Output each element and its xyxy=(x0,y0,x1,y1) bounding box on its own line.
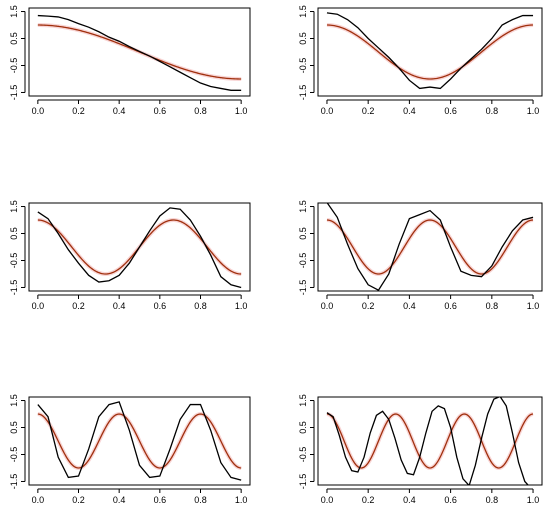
estimated-curve xyxy=(326,397,529,485)
x-tick-label: 0.0 xyxy=(321,106,334,116)
y-tick-label: -1.5 xyxy=(9,474,19,490)
estimated-curve xyxy=(37,401,242,481)
y-tick-label: 0.5 xyxy=(9,32,19,45)
x-tick-label: 0.4 xyxy=(113,495,126,505)
y-tick-label: 1.5 xyxy=(9,394,19,407)
x-tick-label: 0.6 xyxy=(444,301,457,311)
x-tick-label: 0.6 xyxy=(154,495,167,505)
plot-area xyxy=(326,12,534,90)
plot-frame xyxy=(28,396,251,486)
y-tick-label: -0.5 xyxy=(298,447,308,463)
y-tick-label: 1.5 xyxy=(298,5,308,18)
x-tick-label: 0.8 xyxy=(486,301,499,311)
panel-6: 0.0 0.2 0.4 0.6 0.8 1.0 -1.5 -0.5 0.5 1.5 xyxy=(298,394,543,505)
plot-frame xyxy=(317,7,543,97)
reference-curve xyxy=(326,219,534,275)
plot-area xyxy=(326,203,534,291)
plot-area xyxy=(37,207,242,289)
y-tick-label: 1.5 xyxy=(9,5,19,18)
plot-frame xyxy=(28,202,251,292)
y-tick-label: -1.5 xyxy=(9,85,19,101)
x-tick-label: 0.8 xyxy=(194,106,207,116)
x-tick-label: 1.0 xyxy=(527,495,540,505)
panel-3: 0.0 0.2 0.4 0.6 0.8 1.0 -1.5 -0.5 0.5 1.5 xyxy=(9,200,251,311)
x-tick-label: 0.2 xyxy=(362,106,375,116)
y-tick-label: 0.5 xyxy=(298,227,308,240)
reference-curve xyxy=(37,413,242,469)
plot-frame xyxy=(28,7,251,97)
panel-4: 0.0 0.2 0.4 0.6 0.8 1.0 -1.5 -0.5 0.5 1.5 xyxy=(298,200,543,311)
x-tick-label: 1.0 xyxy=(235,301,248,311)
x-tick-label: 0.4 xyxy=(403,495,416,505)
reference-curve xyxy=(326,24,534,80)
y-tick-label: -0.5 xyxy=(298,58,308,74)
y-tick-label: 1.5 xyxy=(298,200,308,213)
x-tick-label: 0.4 xyxy=(113,106,126,116)
reference-curve-halo xyxy=(326,23,534,81)
panel-2: 0.0 0.2 0.4 0.6 0.8 1.0 -1.5 -0.5 0.5 1.5 xyxy=(298,5,543,116)
y-tick-label: 1.5 xyxy=(298,394,308,407)
x-tick-label: 0.2 xyxy=(72,301,85,311)
x-tick-label: 0.8 xyxy=(486,495,499,505)
plot-area xyxy=(37,14,242,91)
x-tick-label: 0.8 xyxy=(194,301,207,311)
estimated-curve xyxy=(326,12,534,90)
x-tick-label: 1.0 xyxy=(235,106,248,116)
y-tick-label: 0.5 xyxy=(298,421,308,434)
x-tick-label: 0.0 xyxy=(32,301,45,311)
x-tick-label: 1.0 xyxy=(527,301,540,311)
x-tick-label: 0.4 xyxy=(403,301,416,311)
x-tick-label: 0.6 xyxy=(444,106,457,116)
x-tick-label: 0.2 xyxy=(72,106,85,116)
reference-curve xyxy=(326,413,534,469)
plot-frame xyxy=(317,396,543,486)
y-tick-label: 0.5 xyxy=(9,227,19,240)
plot-area xyxy=(326,397,534,485)
x-tick-label: 0.8 xyxy=(194,495,207,505)
estimated-curve xyxy=(37,14,242,91)
x-tick-label: 0.0 xyxy=(321,301,334,311)
x-tick-label: 0.6 xyxy=(154,106,167,116)
x-tick-label: 0.0 xyxy=(321,495,334,505)
x-tick-label: 0.4 xyxy=(113,301,126,311)
reference-curve-halo xyxy=(326,412,534,471)
y-tick-label: -0.5 xyxy=(298,253,308,269)
x-tick-label: 0.8 xyxy=(486,106,499,116)
estimated-curve xyxy=(326,203,534,291)
x-tick-label: 0.0 xyxy=(32,495,45,505)
y-tick-label: -1.5 xyxy=(9,280,19,296)
y-tick-label: -1.5 xyxy=(298,280,308,296)
y-tick-label: -0.5 xyxy=(9,58,19,74)
y-tick-label: 0.5 xyxy=(9,421,19,434)
y-tick-label: -0.5 xyxy=(9,447,19,463)
plot-frame xyxy=(317,202,543,292)
x-tick-label: 0.2 xyxy=(72,495,85,505)
estimated-curve xyxy=(37,207,242,289)
x-tick-label: 1.0 xyxy=(527,106,540,116)
x-tick-label: 0.6 xyxy=(444,495,457,505)
y-tick-label: 1.5 xyxy=(9,200,19,213)
panel-1: 0.0 0.2 0.4 0.6 0.8 1.0 -1.5 -0.5 0.5 1.5 xyxy=(9,5,251,116)
x-tick-label: 0.6 xyxy=(154,301,167,311)
x-tick-label: 0.2 xyxy=(362,301,375,311)
plot-area xyxy=(37,401,242,481)
y-tick-label: -0.5 xyxy=(9,253,19,269)
x-tick-label: 0.0 xyxy=(32,106,45,116)
x-tick-label: 0.4 xyxy=(403,106,416,116)
y-tick-label: 0.5 xyxy=(298,32,308,45)
y-tick-label: -1.5 xyxy=(298,474,308,490)
x-tick-label: 1.0 xyxy=(235,495,248,505)
panel-5: 0.0 0.2 0.4 0.6 0.8 1.0 -1.5 -0.5 0.5 1.5 xyxy=(9,394,251,505)
x-tick-label: 0.2 xyxy=(362,495,375,505)
y-tick-label: -1.5 xyxy=(298,85,308,101)
